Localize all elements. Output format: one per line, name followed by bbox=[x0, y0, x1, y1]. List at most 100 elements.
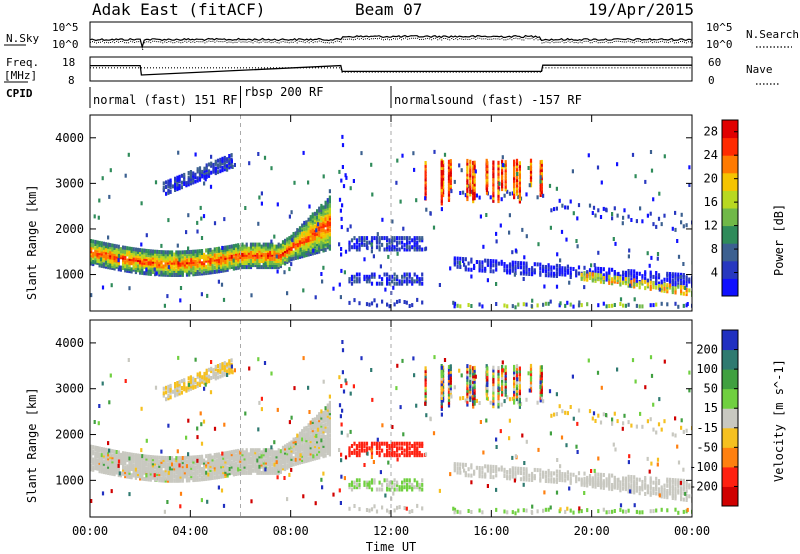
power-cell bbox=[421, 272, 424, 277]
velocity-cell bbox=[373, 504, 376, 509]
power-cell bbox=[539, 266, 542, 271]
power-cell bbox=[418, 281, 421, 286]
power-cell bbox=[503, 163, 506, 168]
power-cell bbox=[406, 272, 409, 277]
velocity-cell bbox=[169, 386, 172, 391]
power-cell bbox=[388, 274, 391, 279]
power-cell bbox=[174, 176, 177, 181]
velocity-cell bbox=[141, 454, 144, 459]
velocity-cell bbox=[586, 483, 589, 488]
power-cell bbox=[168, 270, 172, 275]
velocity-cell bbox=[180, 386, 183, 390]
power-cell bbox=[466, 175, 469, 180]
power-cell bbox=[622, 272, 625, 277]
power-cell bbox=[100, 263, 103, 268]
velocity-cell bbox=[298, 440, 302, 444]
power-cell bbox=[180, 185, 183, 190]
velocity-cell bbox=[577, 477, 581, 482]
velocity-cell bbox=[401, 487, 404, 492]
velocity-cell bbox=[298, 433, 302, 438]
power-cell bbox=[198, 267, 201, 272]
velocity-cell bbox=[215, 452, 218, 457]
velocity-cell bbox=[160, 459, 163, 464]
velocity-cell bbox=[638, 510, 641, 515]
velocity-cell bbox=[205, 373, 208, 378]
power-cell bbox=[162, 188, 165, 193]
power-cell bbox=[286, 239, 289, 244]
power-cell bbox=[119, 265, 122, 270]
power-cell bbox=[101, 285, 105, 290]
power-cell bbox=[326, 198, 329, 203]
velocity-cell bbox=[569, 476, 572, 481]
power-cell bbox=[279, 253, 282, 258]
power-cell bbox=[619, 297, 623, 302]
power-cell bbox=[201, 172, 204, 177]
power-cell bbox=[481, 304, 484, 309]
colorbar-swatch bbox=[722, 137, 738, 156]
power-cell bbox=[167, 188, 170, 193]
power-cell bbox=[393, 245, 396, 250]
power-cell bbox=[188, 264, 191, 269]
velocity-cell bbox=[378, 480, 381, 485]
power-cell bbox=[119, 249, 122, 254]
velocity-cell bbox=[529, 388, 533, 393]
velocity-cell bbox=[222, 462, 225, 466]
velocity-cell bbox=[324, 449, 327, 454]
velocity-cell bbox=[324, 422, 327, 427]
power-cell bbox=[591, 211, 594, 215]
velocity-cell bbox=[235, 472, 238, 476]
power-cell bbox=[226, 164, 229, 169]
power-cell bbox=[580, 276, 583, 281]
velocity-cell bbox=[128, 472, 131, 477]
velocity-cell bbox=[375, 441, 379, 446]
power-cell bbox=[472, 191, 475, 195]
power-cell bbox=[453, 304, 456, 309]
power-cell bbox=[344, 173, 347, 178]
velocity-cell bbox=[401, 480, 404, 485]
velocity-cell bbox=[655, 480, 658, 485]
velocity-cell bbox=[497, 396, 500, 401]
power-cell bbox=[599, 275, 603, 280]
velocity-cell bbox=[175, 470, 178, 475]
velocity-cell bbox=[232, 449, 235, 454]
power-cell bbox=[164, 262, 167, 267]
power-cell bbox=[544, 265, 547, 269]
power-cell bbox=[235, 247, 238, 252]
velocity-cell bbox=[260, 470, 263, 475]
velocity-cell bbox=[264, 448, 267, 453]
velocity-cell bbox=[215, 469, 218, 474]
power-cell bbox=[100, 247, 103, 252]
power-cell bbox=[386, 272, 389, 277]
power-cell bbox=[213, 269, 216, 274]
velocity-cell bbox=[575, 479, 578, 484]
power-cell bbox=[328, 224, 331, 229]
velocity-cell bbox=[511, 396, 514, 401]
velocity-cell bbox=[378, 487, 381, 492]
velocity-cell bbox=[529, 366, 533, 371]
power-cell bbox=[294, 233, 297, 238]
velocity-cell bbox=[680, 497, 683, 502]
velocity-cell bbox=[467, 473, 470, 478]
power-cell bbox=[176, 178, 179, 182]
velocity-cell bbox=[173, 468, 176, 473]
velocity-cell bbox=[370, 507, 374, 512]
power-cell bbox=[209, 256, 212, 261]
power-cell bbox=[544, 269, 547, 274]
velocity-cell bbox=[406, 446, 409, 451]
velocity-cell bbox=[151, 471, 154, 476]
velocity-cell bbox=[657, 422, 661, 427]
power-cell bbox=[564, 266, 567, 271]
power-cell bbox=[649, 303, 652, 308]
velocity-cell bbox=[655, 487, 658, 492]
velocity-cell bbox=[198, 473, 201, 478]
power-cell bbox=[107, 257, 110, 261]
velocity-cell bbox=[158, 476, 161, 481]
power-cell bbox=[501, 187, 504, 192]
velocity-cell bbox=[102, 453, 105, 458]
power-cell bbox=[143, 248, 146, 253]
velocity-cell bbox=[139, 476, 142, 481]
power-cell bbox=[602, 301, 605, 306]
velocity-cell bbox=[583, 481, 586, 485]
power-cell bbox=[518, 194, 521, 198]
power-cell bbox=[511, 264, 514, 269]
